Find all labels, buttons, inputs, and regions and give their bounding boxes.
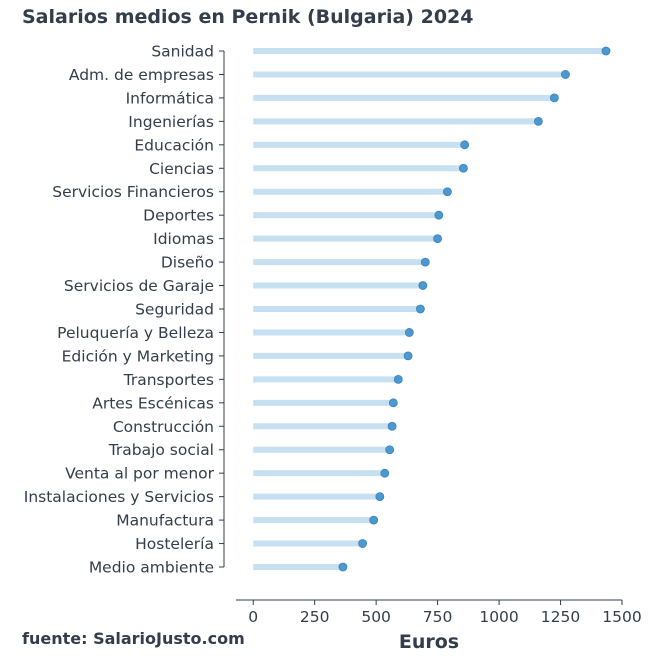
category-label-15: Artes Escénicas (92, 394, 214, 412)
category-label-20: Manufactura (116, 512, 214, 530)
data-point-16 (387, 421, 397, 431)
data-point-8 (433, 234, 443, 244)
category-label-21: Hostelería (135, 535, 214, 553)
category-label-18: Venta al por menor (65, 465, 215, 483)
x-tick-label-1: 250 (300, 608, 330, 626)
x-axis-ticks: 0 250 500 750 1000 1250 1500 (248, 600, 642, 626)
category-label-19: Instalaciones y Servicios (24, 488, 214, 506)
chart-title: Salarios medios en Pernik (Bulgaria) 202… (22, 6, 474, 28)
x-tick-label-3: 750 (423, 608, 453, 626)
data-point-2 (549, 93, 559, 103)
data-point-18 (380, 468, 390, 478)
category-label-11: Seguridad (135, 301, 214, 319)
data-point-9 (420, 257, 430, 267)
stems-layer (253, 48, 607, 570)
data-point-15 (388, 398, 398, 408)
x-tick-label-0: 0 (248, 608, 258, 626)
category-label-7: Deportes (143, 207, 214, 225)
data-point-1 (561, 70, 570, 79)
data-point-4 (460, 140, 470, 150)
x-tick-label-4: 1000 (479, 608, 518, 626)
data-point-17 (385, 445, 395, 455)
data-point-6 (443, 187, 452, 197)
data-point-13 (403, 351, 413, 361)
category-label-10: Servicios de Garaje (64, 277, 214, 295)
category-label-17: Trabajo social (108, 441, 214, 459)
data-point-12 (404, 328, 414, 337)
category-label-1: Adm. de empresas (69, 66, 214, 84)
data-point-20 (369, 515, 379, 525)
category-label-8: Idiomas (153, 230, 214, 248)
category-label-16: Construcción (113, 418, 214, 436)
category-label-4: Educación (134, 136, 214, 154)
data-point-7 (434, 210, 444, 220)
dots-layer (338, 46, 611, 572)
category-label-5: Ciencias (149, 160, 214, 178)
category-label-13: Edición y Marketing (62, 347, 214, 365)
y-axis-labels: Sanidad Adm. de empresas Informática Ingeni… (24, 43, 224, 577)
data-point-14 (393, 374, 403, 384)
data-point-11 (415, 304, 425, 314)
source-note: fuente: SalarioJusto.com (22, 629, 245, 648)
category-label-0: Sanidad (151, 43, 214, 61)
category-label-2: Informática (126, 89, 214, 107)
category-label-6: Servicios Financieros (52, 183, 214, 201)
data-point-3 (534, 116, 543, 126)
data-point-22 (338, 562, 348, 572)
category-label-9: Diseño (161, 254, 214, 272)
data-point-0 (601, 46, 611, 56)
category-label-3: Ingenierías (128, 113, 214, 131)
data-point-19 (375, 492, 385, 502)
data-point-5 (459, 163, 468, 173)
x-tick-label-5: 1250 (541, 608, 580, 626)
category-label-22: Medio ambiente (89, 559, 214, 577)
category-label-12: Peluquería y Belleza (57, 324, 214, 342)
x-axis-title: Euros (399, 631, 459, 653)
x-tick-label-2: 500 (361, 608, 391, 626)
category-label-14: Transportes (123, 371, 214, 389)
data-point-21 (358, 539, 368, 548)
data-point-10 (418, 281, 428, 290)
x-tick-label-6: 1500 (602, 608, 641, 626)
